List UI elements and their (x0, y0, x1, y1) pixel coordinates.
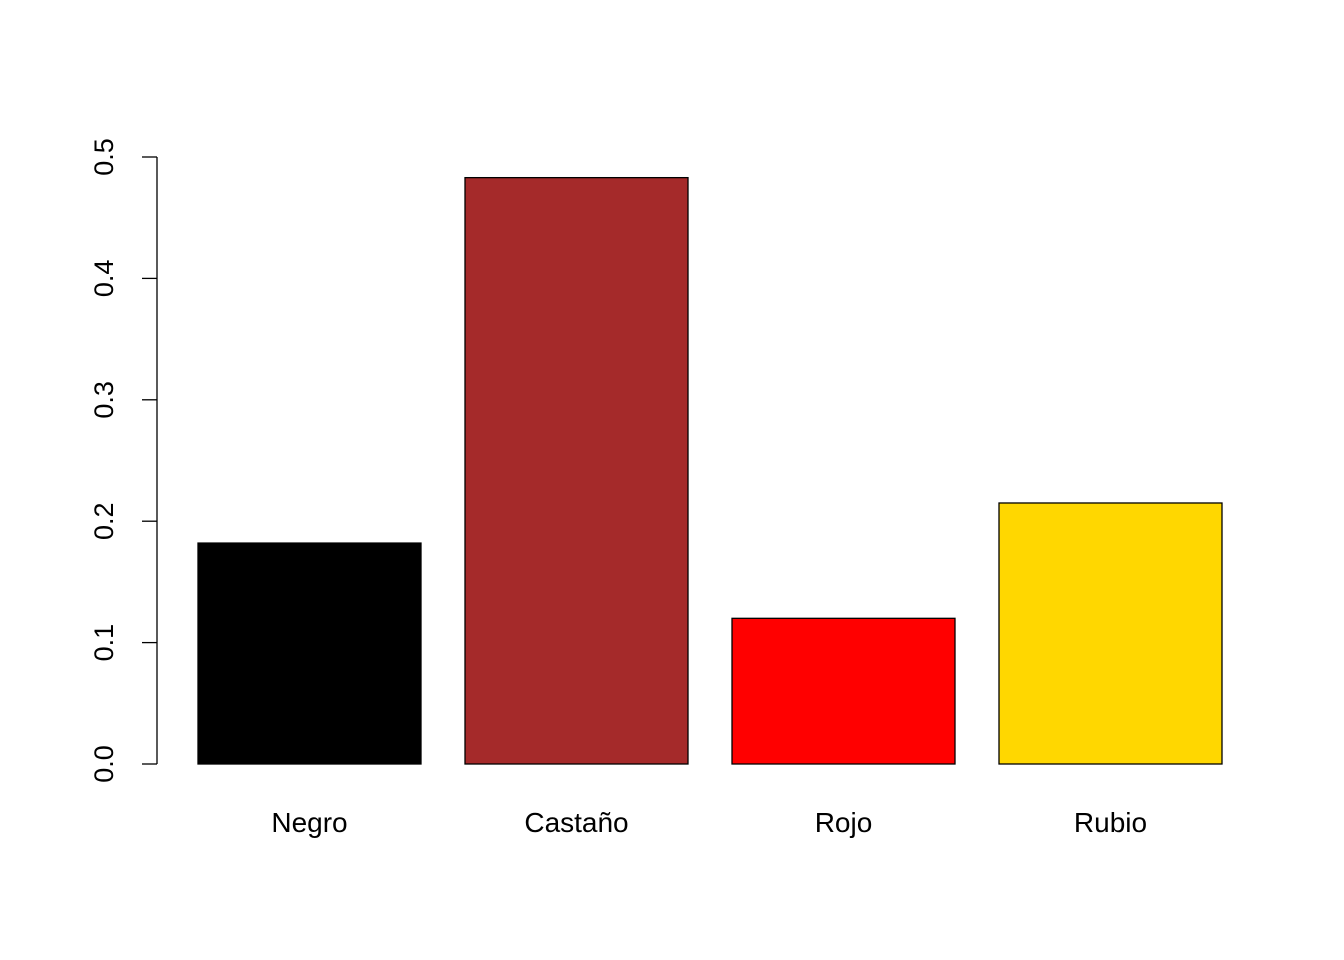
bar-castaño (464, 176, 689, 765)
y-tick-label: 0.3 (89, 381, 119, 419)
x-tick-label: Castaño (524, 807, 628, 838)
x-tick-label: Negro (271, 807, 347, 838)
y-tick-label: 0.2 (89, 502, 119, 540)
bar-rubio (998, 502, 1223, 765)
x-tick-label: Rojo (815, 807, 873, 838)
y-tick-label: 0.5 (89, 138, 119, 176)
y-axis: 0.0 0.1 0.2 0.3 0.4 0.5 (89, 138, 158, 783)
bar-negro (197, 542, 422, 765)
y-tick-label: 0.4 (89, 260, 119, 298)
bars (197, 176, 1223, 765)
x-tick-label: Rubio (1074, 807, 1147, 838)
y-tick-label: 0.0 (89, 745, 119, 783)
bar-rojo (731, 617, 956, 765)
y-tick-label: 0.1 (89, 624, 119, 662)
x-axis-labels: Negro Castaño Rojo Rubio (271, 807, 1147, 838)
